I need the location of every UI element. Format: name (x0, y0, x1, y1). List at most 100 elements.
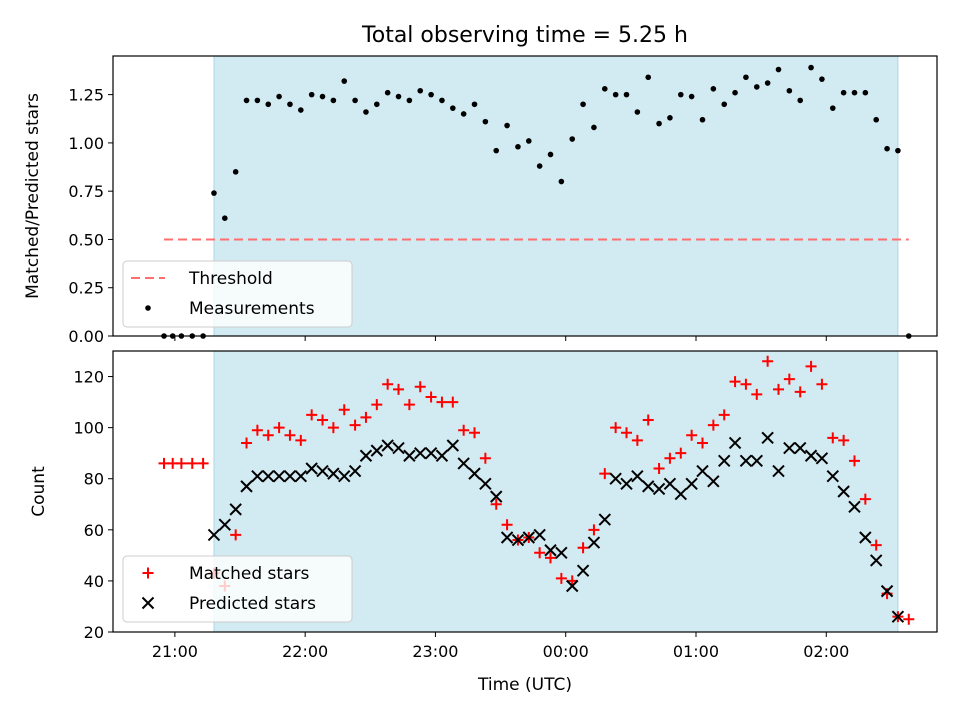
predicted-star-point (587, 536, 601, 549)
predicted-star-point (533, 528, 546, 542)
matched-star-point (751, 388, 763, 400)
measurement-point (406, 97, 413, 104)
y-tick-label: 120 (73, 368, 104, 387)
matched-star-point (273, 422, 285, 434)
measurement-point (764, 80, 771, 86)
measurement-point (211, 190, 217, 196)
predicted-star-point (620, 477, 633, 491)
measurement-point (884, 145, 890, 152)
measurement-point (169, 333, 176, 339)
matched-star-point (414, 381, 426, 393)
measurement-point (232, 169, 239, 175)
predicted-star-point (511, 533, 525, 547)
measurement-point (525, 138, 532, 144)
predicted-star-point (750, 454, 763, 468)
predicted-star-point (479, 477, 492, 491)
matched-star-point (230, 529, 242, 541)
measurement-point (374, 101, 380, 108)
axes-frame (112, 55, 938, 337)
measurement-point (504, 122, 510, 129)
measurement-point (243, 97, 250, 104)
predicted-star-point (794, 441, 807, 455)
measurement-point (319, 93, 326, 100)
predicted-star-point (674, 487, 687, 501)
matched-star-point (317, 414, 329, 426)
matched-star-point (740, 378, 752, 390)
predicted-star-point (392, 441, 405, 455)
legend-label: Measurements (189, 299, 315, 319)
y-tick-label: 0.75 (68, 182, 104, 201)
predicted-star-point (891, 610, 905, 623)
matched-star-point (534, 547, 546, 559)
matched-star-point (175, 457, 187, 469)
y-tick-label: 100 (73, 419, 104, 438)
matched-star-point (707, 419, 719, 431)
legend-matched-swatch (142, 567, 154, 579)
matched-star-point (447, 396, 459, 408)
matched-star-point (664, 452, 676, 464)
matched-star-point (794, 386, 806, 398)
predicted-star-point (435, 449, 449, 462)
matched-star-point (349, 419, 361, 431)
matched-star-point (501, 519, 513, 531)
matched-star-point (284, 429, 296, 441)
predicted-star-point (707, 475, 720, 488)
measurement-point (439, 97, 445, 104)
matched-star-point (859, 493, 871, 505)
matched-star-point (393, 383, 405, 395)
measurement-point (308, 91, 315, 98)
predicted-star-point (500, 531, 514, 544)
predicted-star-point (272, 469, 286, 483)
axes-frame (112, 350, 938, 633)
matched-star-point (490, 498, 502, 510)
matched-star-point (631, 434, 643, 446)
predicted-star-point (229, 503, 242, 516)
matched-star-point (327, 422, 339, 434)
measurement-point (460, 111, 467, 117)
y-tick-label: 60 (84, 521, 104, 540)
x-tick-label: 21:00 (152, 642, 198, 661)
measurement-point (786, 87, 793, 94)
matched-star-point (251, 424, 263, 436)
legend-label: Threshold (188, 269, 273, 289)
measurement-point (471, 101, 478, 108)
measurement-point (352, 97, 358, 104)
matched-star-point (566, 575, 578, 587)
measurement-point (558, 178, 565, 185)
matched-star-point (697, 437, 709, 449)
measurement-point (493, 147, 500, 154)
matched-star-point (338, 404, 350, 416)
predicted-star-point (837, 485, 850, 498)
measurement-point (753, 84, 760, 90)
predicted-star-point (718, 454, 731, 468)
matched-star-point (306, 409, 318, 421)
matched-star-point (805, 360, 817, 372)
predicted-star-point (490, 490, 503, 503)
matched-star-point (621, 427, 633, 439)
measurement-point (330, 97, 337, 104)
predicted-star-point (783, 441, 796, 455)
predicted-star-point (815, 452, 829, 465)
measurement-point (688, 93, 695, 100)
measurement-point (161, 333, 167, 339)
matched-star-point (262, 429, 274, 441)
predicted-star-point (826, 469, 839, 483)
predicted-star-point (316, 464, 329, 478)
predicted-star-point (424, 446, 438, 460)
matched-star-point (686, 429, 698, 441)
y-axis-label: Count (29, 466, 49, 517)
matched-star-point (197, 457, 209, 469)
x-tick-label: 23:00 (412, 642, 458, 661)
matched-star-point (382, 378, 394, 390)
matched-star-point (675, 447, 687, 459)
predicted-star-point (663, 477, 677, 491)
measurement-point (808, 64, 814, 71)
predicted-star-point (283, 469, 297, 483)
matched-star-point (783, 373, 795, 385)
measurement-point (428, 91, 434, 98)
measurement-point (645, 74, 652, 81)
measurement-point (384, 89, 391, 96)
predicted-star-point (348, 464, 362, 478)
measurement-point (895, 147, 901, 154)
